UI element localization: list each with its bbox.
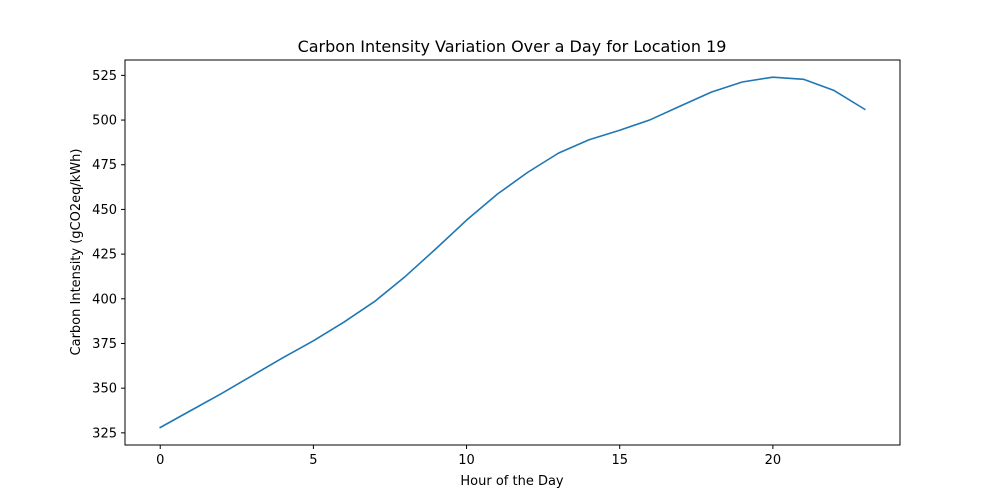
y-tick-label: 475 [92,158,117,173]
plot-frame [124,59,901,446]
y-axis: 325 350 375 400 425 450 475 500 525 [92,69,125,441]
y-tick-label: 400 [92,292,117,307]
x-tick-label: 15 [611,453,628,468]
y-tick-label: 450 [92,203,117,218]
plot-area: 0 5 10 15 20 325 350 375 400 425 450 475 500 525 [92,59,901,468]
x-tick-label: 20 [765,453,782,468]
series-line [159,76,866,429]
y-tick-label: 325 [92,426,117,441]
chart-title: Carbon Intensity Variation Over a Day fo… [298,37,727,56]
y-axis-label: Carbon Intensity (gCO2eq/kWh) [69,149,84,356]
x-axis: 0 5 10 15 20 [156,445,781,468]
x-tick-label: 10 [458,453,475,468]
x-axis-label: Hour of the Day [460,474,564,489]
x-tick-label: 0 [156,453,164,468]
y-tick-label: 525 [92,69,117,84]
x-tick-label: 5 [309,453,317,468]
y-tick-label: 350 [92,382,117,397]
y-tick-label: 500 [92,114,117,129]
y-tick-label: 375 [92,337,117,352]
y-tick-label: 425 [92,248,117,263]
